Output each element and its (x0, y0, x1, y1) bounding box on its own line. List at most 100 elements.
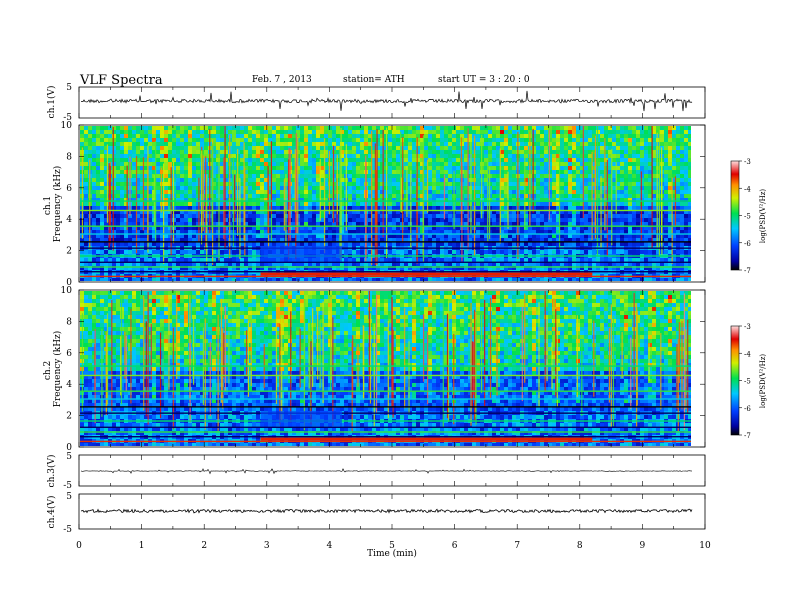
spectrogram-cell (312, 234, 316, 238)
spectrogram-cell (468, 210, 472, 214)
spectrogram-cell (524, 194, 528, 198)
spectrogram-cell (224, 190, 228, 194)
spectrogram-cell (296, 234, 300, 238)
spectrogram-cell (448, 278, 452, 281)
spectrogram-cell (316, 162, 320, 166)
spectrogram-cell (572, 214, 576, 218)
spectrogram-cell (556, 146, 560, 150)
spectrogram-cell (176, 234, 180, 238)
spectrogram-cell (416, 206, 420, 210)
spectrogram-cell (376, 214, 380, 218)
spectrogram-cell (340, 134, 344, 138)
spectrogram-cell (216, 150, 220, 154)
spectrogram-cell (352, 262, 356, 266)
spectrogram-cell (564, 138, 568, 142)
spectrogram-cell (184, 258, 188, 262)
spectrogram-cell (132, 278, 136, 281)
spectrogram-cell (424, 186, 428, 190)
spectrogram-cell (584, 222, 588, 226)
spectrogram-cell (388, 206, 392, 210)
spectrogram-cell (248, 214, 252, 218)
spectrogram-cell (352, 170, 356, 174)
spectrogram-cell (552, 234, 556, 238)
spectrogram-cell (500, 218, 504, 222)
spectrogram-cell (240, 194, 244, 198)
spectrogram-cell (552, 238, 556, 242)
spectrogram-cell (444, 134, 448, 138)
spectrogram-cell (140, 210, 144, 214)
spectrogram-cell (504, 178, 508, 182)
spectrogram-cell (152, 150, 156, 154)
spectrogram-cell (360, 170, 364, 174)
spectrogram-cell (452, 234, 456, 238)
spectrogram-cell (496, 230, 500, 234)
spectrogram-cell (280, 134, 284, 138)
spectrogram-cell (84, 222, 88, 226)
spectrogram-cell (432, 194, 436, 198)
spectrogram-cell (500, 230, 504, 234)
spectrogram-cell (196, 146, 200, 150)
spectrogram-cell (108, 258, 112, 262)
spectrogram-cell (176, 138, 180, 142)
spectrogram-cell (492, 198, 496, 202)
spectrogram-cell (324, 154, 328, 158)
spectrogram-cell (320, 182, 324, 186)
spectrogram-cell (104, 142, 108, 146)
spectrogram-cell (476, 250, 480, 254)
spectrogram-cell (460, 134, 464, 138)
spectrogram-cell (108, 150, 112, 154)
spectrogram-cell (420, 166, 424, 170)
spectrogram-cell (268, 146, 272, 150)
spectrogram-cell (120, 266, 124, 270)
spectrogram-cell (436, 202, 440, 206)
spectrogram-cell (448, 218, 452, 222)
spectrogram-cell (584, 170, 588, 174)
spectrogram-cell (424, 218, 428, 222)
spectrogram-cell (536, 150, 540, 154)
spectrogram-cell (84, 238, 88, 242)
spectrogram-cell (380, 226, 384, 230)
spectrogram-cell (112, 158, 116, 162)
spectrogram-cell (376, 262, 380, 266)
spectrogram-cell (552, 202, 556, 206)
spectrogram-cell (504, 162, 508, 166)
spectrogram-cell (544, 186, 548, 190)
spectrogram-cell (360, 242, 364, 246)
spectrogram-cell (492, 250, 496, 254)
spectrogram-cell (448, 266, 452, 270)
spectrogram-cell (496, 166, 500, 170)
spectrogram-cell (372, 226, 376, 230)
spectrogram-cell (568, 230, 572, 234)
spectrogram-cell (536, 278, 540, 281)
spectrogram-cell (372, 222, 376, 226)
spectrogram-cell (524, 162, 528, 166)
spectrogram-cell (336, 142, 340, 146)
spectrogram-cell (368, 198, 372, 202)
spectrogram-cell (80, 242, 84, 246)
spectrogram-cell (136, 134, 140, 138)
spectrogram-cell (344, 234, 348, 238)
spectrogram-cell (524, 278, 528, 281)
spectrogram-cell (564, 154, 568, 158)
spectrogram-cell (96, 174, 100, 178)
spectrogram-cell (536, 190, 540, 194)
spectrogram-cell (264, 150, 268, 154)
spectrogram-cell (264, 266, 268, 270)
spectrogram-cell (144, 206, 148, 210)
spectrogram-cell (136, 214, 140, 218)
spectrogram-cell (156, 146, 160, 150)
spectrogram-cell (512, 138, 516, 142)
spectrogram-cell (360, 134, 364, 138)
spectrogram-cell (580, 186, 584, 190)
spectrogram-cell (236, 242, 240, 246)
spectrogram-cell (424, 206, 428, 210)
spectrogram-cell (144, 278, 148, 281)
spectrogram-cell (84, 182, 88, 186)
spectrogram-cell (212, 238, 216, 242)
spectrogram-cell (264, 138, 268, 142)
spectrogram-cell (272, 234, 276, 238)
spectrogram-cell (348, 238, 352, 242)
spectrogram-cell (448, 194, 452, 198)
spectrogram-cell (124, 206, 128, 210)
spectrogram-cell (396, 194, 400, 198)
